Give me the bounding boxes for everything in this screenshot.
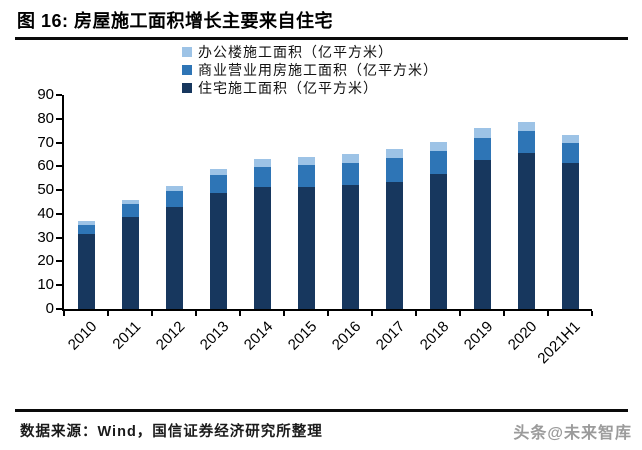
x-axis-label: 2011 (109, 318, 145, 353)
x-axis-label: 2013 (196, 318, 233, 354)
bar-segment (121, 217, 139, 309)
bar-segment (297, 165, 315, 188)
legend-label: 商业营业用房施工面积（亿平方米） (198, 61, 438, 78)
y-axis-tick (56, 94, 62, 96)
x-axis-label: 2019 (460, 318, 497, 354)
title-divider (15, 37, 628, 40)
x-axis-tick (327, 311, 329, 316)
legend-swatch (182, 82, 192, 93)
y-axis-label: 40 (37, 204, 54, 222)
x-axis-label: 2014 (240, 318, 277, 354)
bar-segment (429, 173, 447, 309)
x-axis-tick (371, 311, 373, 316)
footer-divider (15, 409, 628, 412)
y-axis-label: 90 (37, 86, 54, 103)
bar-segment (517, 153, 535, 309)
bar-segment (561, 134, 579, 144)
figure-title: 图 16: 房屋施工面积增长主要来自住宅 (17, 11, 334, 31)
legend-item: 办公楼施工面积（亿平方米） (182, 43, 438, 60)
bar-segment (385, 148, 403, 159)
bar-segment (253, 167, 271, 188)
x-axis-label: 2021H1 (534, 318, 585, 368)
legend-swatch (182, 64, 192, 75)
x-axis-tick (547, 311, 549, 316)
y-axis-label: 30 (37, 228, 54, 246)
x-axis-label: 2016 (328, 318, 365, 354)
bar-segment (253, 159, 271, 168)
bar-segment (561, 143, 579, 164)
y-axis-tick (56, 189, 62, 192)
bar-segment (385, 181, 403, 309)
bar-segment (429, 150, 447, 174)
bar-segment (297, 156, 315, 166)
y-axis-label: 0 (45, 300, 54, 317)
bar-segment (297, 187, 315, 309)
x-axis-tick (415, 311, 417, 316)
plot-area: 0 10 20 30 40 50 60 70 80 90 2010 2011 2012 2013 2014 2… (37, 86, 593, 367)
y-axis-tick (56, 260, 62, 263)
chart-legend: 办公楼施工面积（亿平方米） 商业营业用房施工面积（亿平方米） 住宅施工面积（亿平方米… (182, 43, 438, 96)
y-axis-tick (56, 308, 62, 310)
bar-segment (341, 162, 359, 186)
y-axis-label: 60 (37, 157, 54, 175)
x-axis-tick (107, 311, 109, 316)
bar-segment (253, 187, 271, 309)
bar-segment (517, 131, 535, 154)
bar-segment (165, 191, 183, 207)
bar-segment (77, 234, 95, 309)
watermark: 头条@未来智库 (513, 425, 632, 442)
y-axis-label: 80 (37, 109, 54, 127)
x-axis-label: 2020 (504, 318, 541, 354)
legend-swatch (182, 46, 192, 57)
y-axis-tick (56, 165, 62, 168)
bar-segment (341, 185, 359, 309)
legend-item: 商业营业用房施工面积（亿平方米） (182, 61, 438, 78)
bar-segment (473, 128, 491, 138)
x-axis-tick (195, 311, 197, 316)
y-axis-label: 70 (37, 133, 54, 151)
x-axis-tick (239, 311, 241, 316)
legend-label: 办公楼施工面积（亿平方米） (198, 43, 393, 60)
bar-segment (385, 158, 403, 182)
bar-segment (209, 175, 227, 194)
x-axis-tick (591, 311, 593, 316)
bar-segment (341, 153, 359, 163)
bar-segment (165, 185, 183, 192)
y-axis-tick (56, 212, 62, 215)
y-axis-label: 20 (37, 252, 54, 270)
legend-label: 住宅施工面积（亿平方米） (198, 79, 378, 96)
bar-segment (121, 204, 139, 218)
y-axis-tick (56, 141, 62, 144)
bar-segment (561, 163, 579, 309)
x-axis-tick (63, 311, 65, 316)
bar-segment (429, 142, 447, 151)
x-axis-label: 2015 (284, 318, 321, 354)
y-axis-tick (56, 117, 62, 120)
x-axis-label: 2018 (416, 318, 453, 354)
bar-segment (77, 224, 95, 235)
legend-item: 住宅施工面积（亿平方米） (182, 79, 438, 96)
bar-segment (473, 160, 491, 309)
x-axis-tick (503, 311, 505, 316)
x-axis-label: 2017 (372, 318, 409, 354)
data-source-note: 数据来源：Wind，国信证券经济研究所整理 (20, 424, 323, 440)
bar-segment (209, 193, 227, 309)
bar-segment (165, 207, 183, 309)
x-axis-tick (151, 311, 153, 316)
bar-segment (121, 199, 139, 205)
x-axis-label: 2012 (152, 318, 189, 354)
y-axis-label: 10 (37, 276, 54, 294)
x-axis-tick (459, 311, 461, 316)
bar-segment (209, 169, 227, 176)
x-axis-label: 2010 (64, 318, 101, 354)
bar-segment (77, 221, 95, 225)
y-axis-tick (56, 236, 62, 239)
y-axis-label: 50 (37, 181, 54, 199)
bar-segment (473, 137, 491, 161)
y-axis-tick (56, 284, 62, 287)
bar-segment (517, 121, 535, 132)
x-axis-tick (283, 311, 285, 316)
